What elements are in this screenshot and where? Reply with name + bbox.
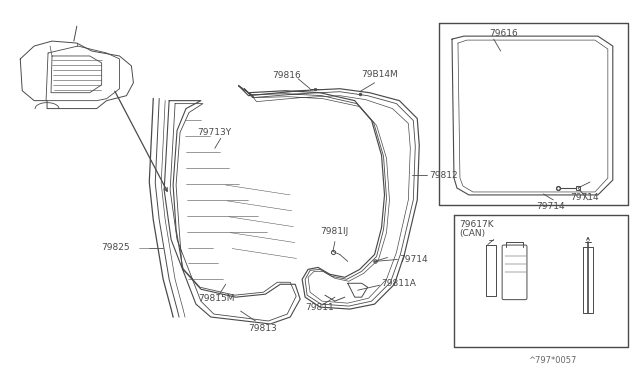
Text: 79714: 79714	[536, 202, 565, 211]
Text: 79617K: 79617K	[459, 220, 493, 229]
Text: ^797*0057: ^797*0057	[529, 356, 577, 365]
FancyBboxPatch shape	[502, 245, 527, 299]
Text: (CAN): (CAN)	[459, 229, 485, 238]
Text: 79813: 79813	[248, 324, 277, 333]
Text: 79815M: 79815M	[198, 294, 234, 303]
Text: 79811A: 79811A	[381, 279, 417, 288]
Text: 7981lJ: 7981lJ	[320, 227, 348, 236]
Text: 79B14M: 79B14M	[362, 70, 399, 79]
Text: 79714: 79714	[399, 255, 428, 264]
Text: 79812: 79812	[429, 171, 458, 180]
Text: 79714: 79714	[570, 193, 599, 202]
Text: 79825: 79825	[102, 243, 131, 252]
Text: 79816: 79816	[273, 71, 301, 80]
Text: 79811: 79811	[305, 302, 334, 312]
Text: 79616: 79616	[489, 29, 518, 38]
Text: 79713Y: 79713Y	[197, 128, 231, 137]
